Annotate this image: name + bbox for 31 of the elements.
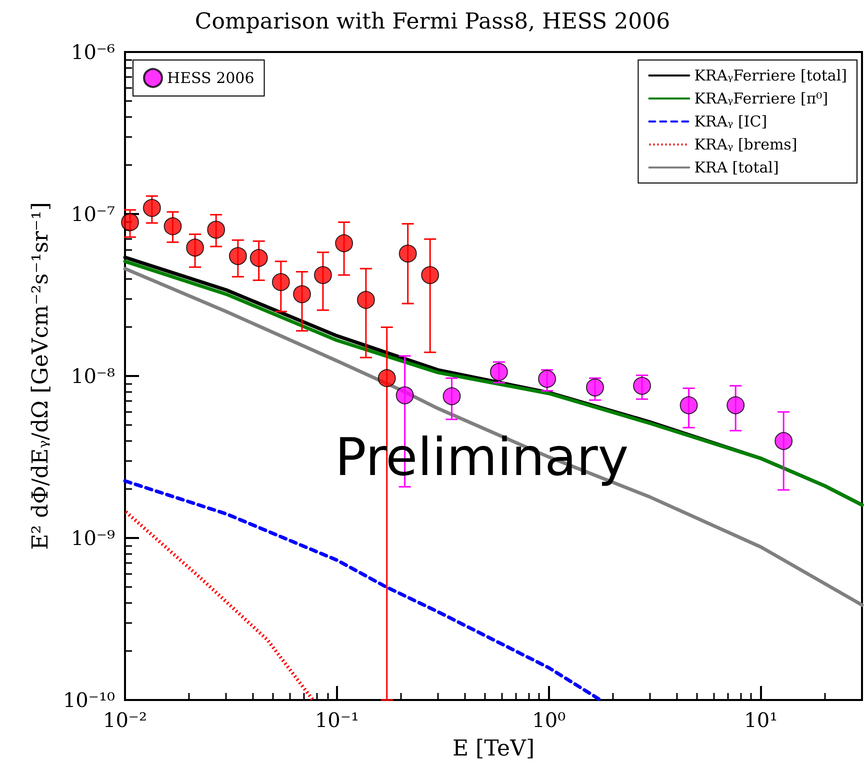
point bbox=[293, 285, 311, 304]
x-tick-label: 10¹ bbox=[744, 708, 778, 732]
point bbox=[398, 244, 417, 263]
y-axis-title: E² dΦ/dEᵧ/dΩ [GeVcm⁻²s⁻¹sr⁻¹] bbox=[28, 202, 54, 550]
point bbox=[207, 220, 226, 239]
point bbox=[121, 213, 140, 232]
point bbox=[314, 266, 332, 284]
point bbox=[142, 198, 161, 217]
x-tick-label: 10⁰ bbox=[532, 708, 566, 732]
point bbox=[164, 217, 182, 236]
legend-label: KRAᵧ [brems] bbox=[694, 136, 798, 154]
chart-title: Comparison with Fermi Pass8, HESS 2006 bbox=[194, 10, 670, 34]
legend-label: KRA [total] bbox=[694, 158, 779, 176]
legend-label: HESS 2006 bbox=[167, 69, 254, 87]
y-tick-label: 10⁻⁹ bbox=[70, 526, 115, 550]
point bbox=[378, 369, 396, 388]
point bbox=[186, 238, 204, 257]
point bbox=[250, 249, 268, 267]
point bbox=[272, 273, 290, 292]
y-tick-label: 10⁻⁶ bbox=[70, 40, 115, 64]
point bbox=[421, 266, 440, 284]
legend-label: KRAᵧ [IC] bbox=[694, 112, 768, 130]
point bbox=[228, 247, 247, 266]
legend-label: KRAᵧFerriere [π⁰] bbox=[694, 90, 828, 108]
point bbox=[356, 290, 375, 309]
x-axis-title: E [TeV] bbox=[452, 736, 535, 762]
point bbox=[335, 234, 354, 252]
legend-label: KRAᵧFerriere [total] bbox=[694, 66, 848, 84]
x-tick-label: 10⁻¹ bbox=[314, 708, 359, 732]
y-tick-label: 10⁻⁷ bbox=[70, 202, 115, 226]
y-tick-label: 10⁻⁸ bbox=[70, 364, 115, 388]
